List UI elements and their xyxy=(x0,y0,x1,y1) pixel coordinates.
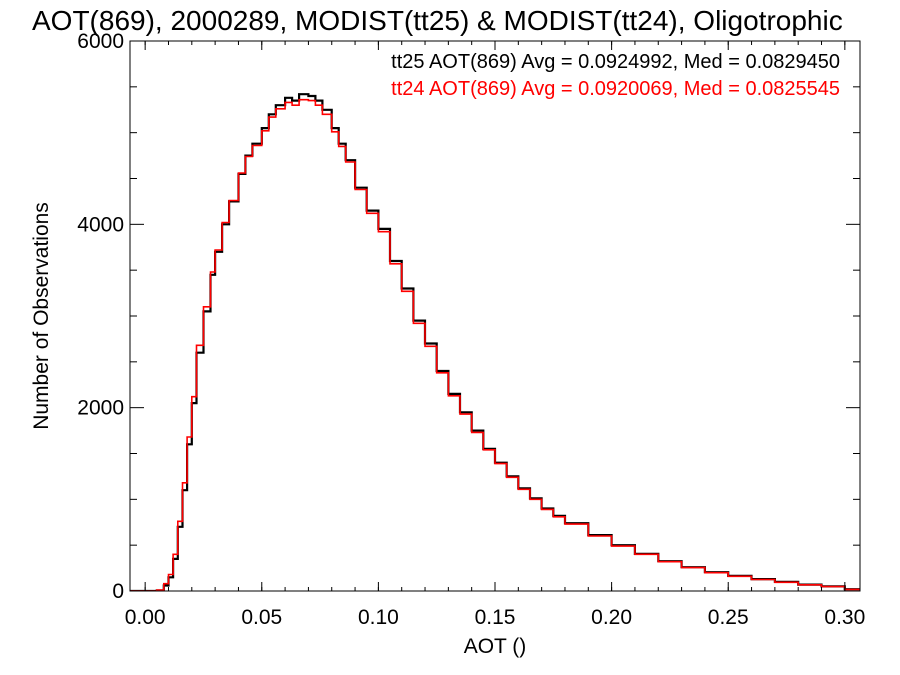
y-tick-label: 0 xyxy=(112,580,124,603)
plot-frame xyxy=(129,40,861,592)
x-tick-label: 0.00 xyxy=(125,606,166,629)
series-layer xyxy=(130,93,860,591)
legend: tt25 AOT(869) Avg = 0.0924992, Med = 0.0… xyxy=(391,51,840,100)
series-line-tt24 xyxy=(130,98,860,591)
series-line-tt25 xyxy=(130,93,860,591)
chart-title: AOT(869), 2000289, MODIST(tt25) & MODIST… xyxy=(32,5,843,36)
y-tick-label: 6000 xyxy=(77,30,124,53)
x-tick-label: 0.15 xyxy=(475,606,516,629)
x-tick-label: 0.10 xyxy=(358,606,399,629)
x-tick-label: 0.25 xyxy=(708,606,749,629)
y-axis-label: Number of Observations xyxy=(30,202,53,430)
legend-entry: tt25 AOT(869) Avg = 0.0924992, Med = 0.0… xyxy=(391,51,840,73)
x-axis: 0.00 0.05 0.10 0.15 0.20 0.25 0.30 xyxy=(125,41,865,629)
x-tick-label: 0.05 xyxy=(241,606,282,629)
x-axis-label: AOT () xyxy=(464,635,527,658)
y-axis: 0 2000 4000 6000 xyxy=(77,30,860,603)
y-tick-label: 4000 xyxy=(77,213,124,236)
x-tick-label: 0.30 xyxy=(824,606,865,629)
legend-entry: tt24 AOT(869) Avg = 0.0920069, Med = 0.0… xyxy=(391,78,840,100)
y-tick-label: 2000 xyxy=(77,397,124,420)
x-tick-label: 0.20 xyxy=(591,606,632,629)
